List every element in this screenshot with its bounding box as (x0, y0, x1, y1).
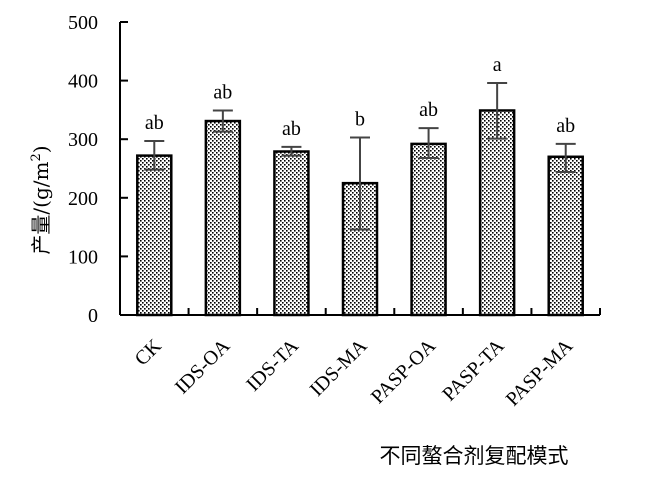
error-bar (350, 136, 370, 231)
significance-label: b (355, 108, 365, 130)
error-bar (281, 145, 302, 157)
significance-label: ab (213, 81, 232, 103)
x-tick-label: IDS-MA (306, 335, 372, 401)
error-bar (555, 142, 576, 174)
x-tick-label: PASP-TA (438, 335, 509, 406)
bar-pasp-oa (410, 142, 447, 317)
bar-pasp-ma (547, 155, 584, 317)
y-axis-label-end: ) (29, 145, 53, 153)
significance-label: ab (556, 115, 575, 137)
error-bar (144, 139, 165, 171)
x-tick-label: PASP-MA (502, 335, 578, 411)
bar-ids-oa (204, 119, 242, 317)
significance-label: a (493, 54, 502, 76)
y-axis-label-superscript: 2 (29, 153, 44, 161)
x-tick-label: IDS-TA (242, 335, 303, 396)
x-tick-label: CK (131, 335, 167, 371)
y-tick-label: 0 (88, 305, 98, 327)
error-bar (212, 109, 233, 133)
bar-pasp-ta (478, 109, 516, 317)
y-axis: 0 100 200 300 400 500 (68, 12, 128, 327)
y-tick-label: 300 (68, 129, 98, 151)
significance-label: ab (282, 118, 301, 140)
significance-label: ab (145, 112, 164, 134)
x-tick-label: PASP-OA (367, 335, 441, 409)
y-tick-label: 400 (68, 71, 98, 93)
y-tick-label: 100 (68, 246, 98, 268)
significance-label: ab (419, 99, 438, 121)
y-tick-label: 200 (68, 188, 98, 210)
x-axis: CK IDS-OA IDS-TA IDS-MAPASP-OAPASP-TAPASP-M… (119, 308, 601, 411)
bar-ck (136, 154, 173, 317)
bars: ab ab ab b ab a ab (136, 54, 584, 317)
y-axis-label: 产量/(g/m2) (29, 145, 53, 254)
error-bar (418, 127, 439, 159)
x-axis-label: 不同螯合剂复配模式 (380, 444, 569, 468)
y-tick-label: 500 (68, 12, 98, 34)
error-bar (487, 81, 508, 140)
x-tick-label: IDS-OA (171, 335, 235, 399)
bar-ids-ta (273, 150, 310, 317)
y-axis-label-main: 产量/(g/m (29, 161, 53, 254)
